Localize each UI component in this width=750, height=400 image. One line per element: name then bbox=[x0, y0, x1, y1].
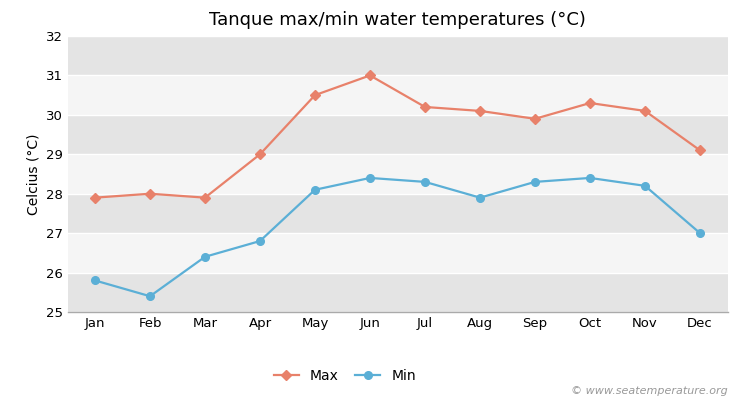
Bar bbox=[68, 115, 728, 154]
Max bbox=[640, 108, 650, 113]
Min bbox=[365, 176, 374, 180]
Min bbox=[91, 278, 100, 283]
Min bbox=[586, 176, 595, 180]
Bar bbox=[68, 194, 728, 233]
Legend: Max, Min: Max, Min bbox=[274, 369, 416, 383]
Min bbox=[310, 187, 320, 192]
Title: Tanque max/min water temperatures (°C): Tanque max/min water temperatures (°C) bbox=[209, 11, 586, 29]
Max bbox=[310, 93, 320, 98]
Max bbox=[530, 116, 539, 121]
Line: Max: Max bbox=[92, 72, 704, 202]
Text: © www.seatemperature.org: © www.seatemperature.org bbox=[571, 386, 728, 396]
Bar bbox=[68, 233, 728, 272]
Min bbox=[256, 239, 265, 244]
Bar bbox=[68, 76, 728, 115]
Max bbox=[200, 195, 209, 200]
Max bbox=[421, 104, 430, 109]
Bar bbox=[68, 154, 728, 194]
Max bbox=[365, 73, 374, 78]
Y-axis label: Celcius (°C): Celcius (°C) bbox=[26, 133, 40, 215]
Min bbox=[476, 195, 484, 200]
Max bbox=[91, 195, 100, 200]
Bar bbox=[68, 36, 728, 76]
Min bbox=[530, 180, 539, 184]
Min bbox=[640, 184, 650, 188]
Max bbox=[476, 108, 484, 113]
Line: Min: Min bbox=[92, 174, 704, 300]
Bar bbox=[68, 272, 728, 312]
Min bbox=[146, 294, 154, 299]
Max bbox=[586, 101, 595, 106]
Max bbox=[146, 191, 154, 196]
Min bbox=[695, 231, 704, 236]
Max bbox=[256, 152, 265, 157]
Min bbox=[200, 254, 209, 259]
Min bbox=[421, 180, 430, 184]
Max bbox=[695, 148, 704, 153]
